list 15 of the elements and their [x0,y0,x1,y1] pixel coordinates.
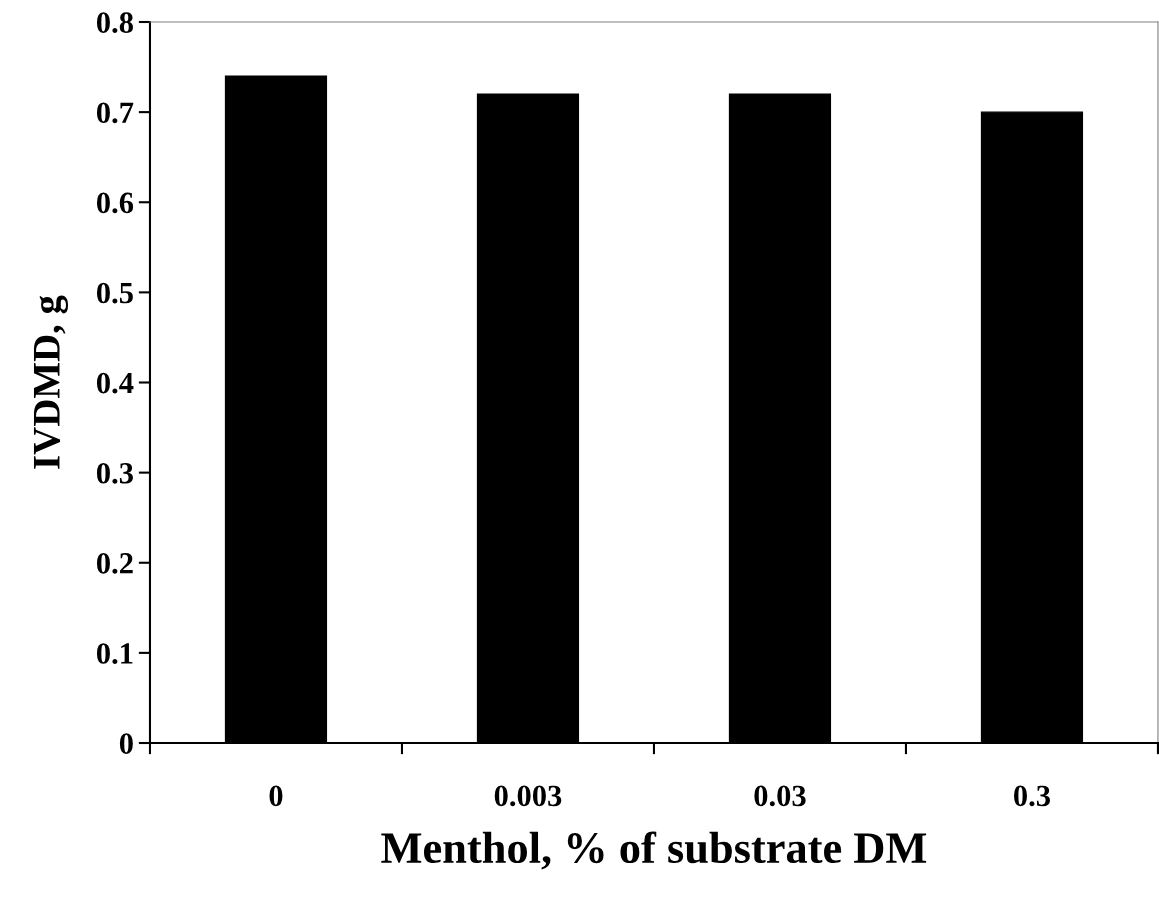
y-tick-label: 0.7 [96,102,134,124]
y-axis-title: IVDMD, g [33,295,69,469]
x-tick-label: 0 [269,785,283,807]
x-axis-title: Menthol, % of substrate DM [381,831,927,870]
y-tick-label: 0.2 [96,553,133,574]
y-tick-label: 0.1 [96,643,133,664]
y-tick-label: 0.6 [96,192,134,214]
x-tick-label: 0.003 [494,785,562,807]
y-tick-label: 0.5 [96,282,133,304]
y-tick-label: 0.4 [96,372,134,394]
y-tick-label: 0.3 [96,462,133,484]
x-tick-label: 0.03 [754,785,806,807]
x-tick-label: 0.3 [1014,785,1051,807]
y-tick-label: 0 [119,733,133,754]
y-tick-label: 0.8 [96,12,133,34]
